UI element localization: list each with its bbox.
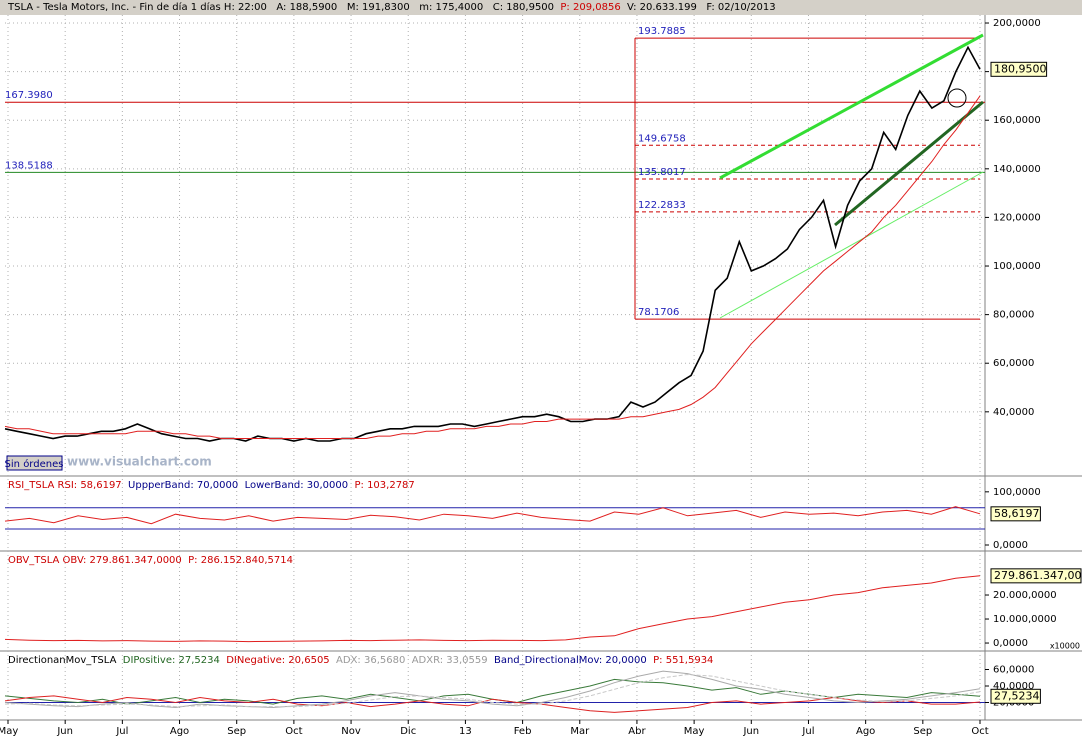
top-bar xyxy=(0,0,1082,15)
x-tick-label: May xyxy=(684,726,705,737)
current-value-label: 279.861.347,0000 xyxy=(994,569,1082,582)
x-tick-label: Oct xyxy=(285,726,302,737)
header-segment: DIPositive: 27,5234 xyxy=(123,655,220,666)
level-label: 135.8017 xyxy=(638,167,686,178)
level-label: 149.6758 xyxy=(638,133,686,144)
header-segment: RSI_TSLA RSI: 58,6197 xyxy=(8,480,122,491)
level-label: 138.5188 xyxy=(5,160,53,171)
y-tick-label: 120,0000 xyxy=(993,212,1041,223)
current-value-box xyxy=(990,568,1082,584)
x-tick-label: 13 xyxy=(459,726,472,737)
header-segment: P: 103,2787 xyxy=(354,480,414,491)
header-segment: Band_DirectionalMov: 20,0000 xyxy=(494,655,647,666)
header-segment: OBV_TSLA OBV: 279.861.347,0000 xyxy=(8,555,182,566)
trend-line xyxy=(834,100,984,227)
x-tick-label: Ago xyxy=(856,726,875,737)
series-line xyxy=(4,45,981,442)
current-value-box xyxy=(990,61,1048,77)
trend-line xyxy=(719,171,984,319)
current-value-label: 58,6197 xyxy=(994,507,1040,520)
x-tick-label: Jul xyxy=(115,726,128,737)
trend-line xyxy=(719,33,984,180)
series-line xyxy=(4,575,981,643)
x-tick-label: May xyxy=(0,726,18,737)
marker-circle xyxy=(947,88,967,108)
current-value-label: 180,9500 xyxy=(994,62,1047,75)
x-tick-label: Nov xyxy=(341,726,361,737)
level-label: 78.1706 xyxy=(638,307,679,318)
y-tick-label: 100,0000 xyxy=(993,487,1041,498)
trend-lines xyxy=(719,33,984,319)
x-tick-label: Jun xyxy=(56,726,73,737)
level-label: 167.3980 xyxy=(5,90,53,101)
x-tick-label: Mar xyxy=(570,726,590,737)
y-tick-label: 60,0000 xyxy=(993,665,1034,676)
header-segment: P: 551,5934 xyxy=(653,655,713,666)
series-line xyxy=(4,695,981,713)
scale-note: x10000 xyxy=(1050,642,1080,651)
y-tick-label: 0,0000 xyxy=(993,638,1028,649)
header-segment: LowerBand: 30,0000 xyxy=(245,480,349,491)
x-tick-label: Ago xyxy=(170,726,189,737)
x-tick-label: Feb xyxy=(514,726,532,737)
y-tick-label: 100,0000 xyxy=(993,261,1041,272)
panel-header: RSI_TSLA RSI: 58,6197 UppperBand: 70,000… xyxy=(8,480,415,491)
y-tick-label: 20.000,0000 xyxy=(993,590,1057,601)
header-segment: P: 286.152.840,5714 xyxy=(188,555,293,566)
header-segment: V: 20.633.199 F: 02/10/2013 xyxy=(627,2,776,13)
header-segment: TSLA - Tesla Motors, Inc. - Fin de día 1… xyxy=(7,1,554,13)
header-segment: UppperBand: 70,0000 xyxy=(128,480,238,491)
orders-button[interactable] xyxy=(6,455,63,471)
panel-header: OBV_TSLA OBV: 279.861.347,0000 P: 286.15… xyxy=(8,555,293,566)
y-tick-label: 80,0000 xyxy=(993,310,1034,321)
current-value-box xyxy=(990,506,1041,522)
orders-button-label: Sin órdenes xyxy=(5,458,64,470)
axis-area xyxy=(985,15,1082,720)
y-tick-label: 40,0000 xyxy=(993,407,1034,418)
y-tick-label: 200,0000 xyxy=(993,18,1041,29)
header-segment: ADX: 36,5680 xyxy=(336,655,405,666)
x-tick-label: Sep xyxy=(913,726,932,737)
current-value-box xyxy=(990,688,1041,704)
y-tick-label: 60,0000 xyxy=(993,358,1034,369)
series-line xyxy=(4,95,981,439)
series-line xyxy=(4,670,981,709)
series-line xyxy=(4,673,981,708)
x-tick-label: Jun xyxy=(742,726,759,737)
level-label: 193.7885 xyxy=(638,26,686,37)
current-value-label: 27,5234 xyxy=(994,689,1040,702)
x-tick-label: Dic xyxy=(400,726,416,737)
y-tick-label: 40,0000 xyxy=(993,681,1034,692)
y-tick-label: 10.000,0000 xyxy=(993,614,1057,625)
y-tick-label: 0,0000 xyxy=(993,540,1028,551)
x-tick-label: Jul xyxy=(801,726,814,737)
level-label: 122.2833 xyxy=(638,200,686,211)
panel-header: TSLA - Tesla Motors, Inc. - Fin de día 1… xyxy=(7,1,776,13)
x-tick-label: Sep xyxy=(227,726,246,737)
header-segment: DINegative: 20,6505 xyxy=(226,655,329,666)
watermark: www.visualchart.com xyxy=(67,455,212,469)
header-segment: DirectionanMov_TSLA xyxy=(8,655,117,666)
series-line xyxy=(4,506,981,525)
y-tick-label: 160,0000 xyxy=(993,115,1041,126)
x-tick-label: Abr xyxy=(628,726,646,737)
panel-header: DirectionanMov_TSLA DIPositive: 27,5234 … xyxy=(8,655,713,666)
x-tick-label: Oct xyxy=(971,726,988,737)
y-tick-label: 140,0000 xyxy=(993,164,1041,175)
header-segment: ADXR: 33,0559 xyxy=(412,655,488,666)
header-segment: P: 209,0856 xyxy=(560,2,620,13)
